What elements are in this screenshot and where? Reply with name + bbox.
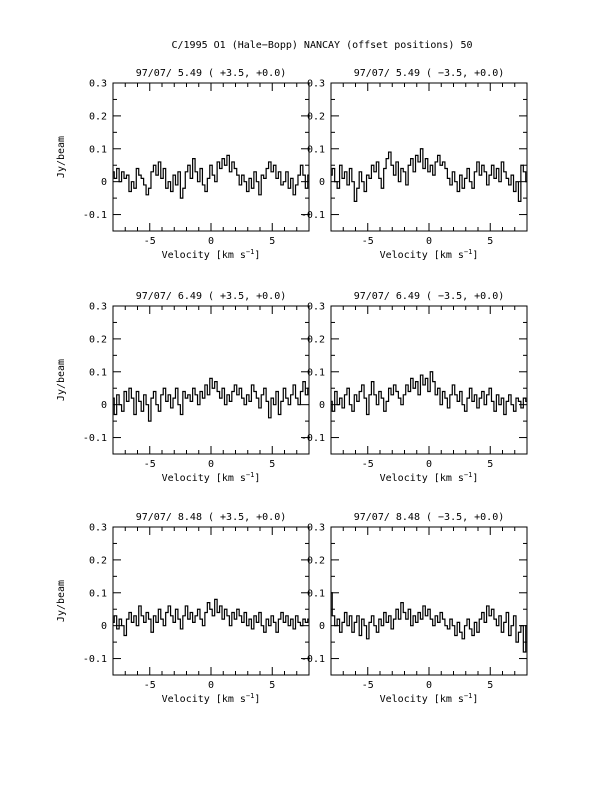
y-axis-label: Jy/beam — [56, 136, 67, 178]
y-axis-label: Jy/beam — [56, 580, 67, 622]
x-tick-label: 0 — [426, 459, 432, 470]
x-tick-label: 5 — [269, 680, 275, 691]
plot-frame — [330, 305, 528, 455]
x-tick-label: 5 — [487, 680, 493, 691]
y-tick-label: 0.2 — [89, 111, 107, 122]
spectrum-panel: 97/07/ 6.49 ( −3.5, +0.0) -5 0 5 -0.1 0 0.1 0.2… — [301, 291, 528, 484]
x-tick-label: -5 — [144, 459, 156, 470]
x-tick-label: 0 — [426, 236, 432, 247]
plot-frame — [112, 305, 310, 455]
y-tick-label: 0 — [319, 177, 325, 188]
spectrum-trace — [113, 377, 309, 422]
y-tick-label: -0.1 — [301, 433, 325, 444]
x-tick-label: -5 — [362, 236, 374, 247]
panel-title: 97/07/ 8.48 ( +3.5, +0.0) — [136, 512, 287, 523]
plot-frame — [112, 526, 310, 676]
spectrum-trace — [331, 592, 527, 653]
y-axis-label: Jy/beam — [56, 359, 67, 401]
x-tick-label: 0 — [426, 680, 432, 691]
y-tick-label: -0.1 — [83, 433, 107, 444]
y-tick-label: 0 — [319, 621, 325, 632]
spectrum-trace — [113, 154, 309, 199]
x-axis-label: Velocity [km s−1] — [380, 248, 479, 261]
y-tick-label: -0.1 — [301, 654, 325, 665]
y-tick-label: 0.3 — [307, 523, 325, 534]
y-tick-label: 0.3 — [89, 523, 107, 534]
y-tick-label: 0.1 — [89, 588, 107, 599]
panel-title: 97/07/ 6.49 ( +3.5, +0.0) — [136, 291, 287, 302]
y-tick-label: 0.2 — [307, 111, 325, 122]
page-title: C/1995 O1 (Hale−Bopp) NANCAY (offset pos… — [171, 40, 472, 51]
y-tick-label: 0 — [319, 400, 325, 411]
panel-title: 97/07/ 5.49 ( +3.5, +0.0) — [136, 68, 287, 79]
y-tick-label: 0.2 — [307, 334, 325, 345]
x-tick-label: 5 — [487, 236, 493, 247]
y-tick-label: 0.1 — [307, 367, 325, 378]
panel-title: 97/07/ 6.49 ( −3.5, +0.0) — [354, 291, 505, 302]
spectrum-panel: 97/07/ 6.49 ( +3.5, +0.0) -5 0 5 -0.1 0 0.1 0.2… — [56, 291, 310, 484]
x-tick-label: 5 — [269, 236, 275, 247]
x-tick-label: 0 — [208, 459, 214, 470]
x-tick-label: 5 — [269, 459, 275, 470]
x-tick-label: -5 — [362, 680, 374, 691]
x-axis-label: Velocity [km s−1] — [380, 471, 479, 484]
y-tick-label: 0 — [101, 177, 107, 188]
x-axis-label: Velocity [km s−1] — [162, 471, 261, 484]
y-tick-label: 0.3 — [307, 79, 325, 90]
plot-frame — [330, 82, 528, 232]
x-tick-label: 0 — [208, 236, 214, 247]
spectrum-panel: 97/07/ 8.48 ( +3.5, +0.0) -5 0 5 -0.1 0 0.1 0.2… — [56, 512, 310, 705]
y-tick-label: -0.1 — [83, 654, 107, 665]
y-tick-label: 0.2 — [307, 555, 325, 566]
plot-frame — [112, 82, 310, 232]
spectrum-trace — [331, 371, 527, 416]
x-axis-label: Velocity [km s−1] — [162, 692, 261, 705]
y-tick-label: 0.1 — [89, 367, 107, 378]
panel-title: 97/07/ 5.49 ( −3.5, +0.0) — [354, 68, 505, 79]
x-axis-label: Velocity [km s−1] — [380, 692, 479, 705]
x-axis-label: Velocity [km s−1] — [162, 248, 261, 261]
spectrum-panel: 97/07/ 5.49 ( −3.5, +0.0) -5 0 5 -0.1 0 0.1 0.2… — [301, 68, 528, 261]
y-tick-label: 0.3 — [89, 302, 107, 313]
y-tick-label: 0 — [101, 400, 107, 411]
spectrum-trace — [113, 598, 309, 637]
spectrum-panel: 97/07/ 8.48 ( −3.5, +0.0) -5 0 5 -0.1 0 0.1 0.2… — [301, 512, 528, 705]
x-tick-label: 5 — [487, 459, 493, 470]
y-tick-label: 0.1 — [307, 588, 325, 599]
y-tick-label: 0.3 — [89, 79, 107, 90]
spectrum-panel: 97/07/ 5.49 ( +3.5, +0.0) -5 0 5 -0.1 0 0.1 0.2… — [56, 68, 310, 261]
y-tick-label: 0.3 — [307, 302, 325, 313]
x-tick-label: -5 — [144, 680, 156, 691]
panel-title: 97/07/ 8.48 ( −3.5, +0.0) — [354, 512, 505, 523]
spectrum-trace — [331, 148, 527, 202]
y-tick-label: 0.2 — [89, 555, 107, 566]
y-tick-label: 0.1 — [307, 144, 325, 155]
x-tick-label: 0 — [208, 680, 214, 691]
x-tick-label: -5 — [144, 236, 156, 247]
y-tick-label: -0.1 — [83, 210, 107, 221]
y-tick-label: 0.2 — [89, 334, 107, 345]
x-tick-label: -5 — [362, 459, 374, 470]
plot-frame — [330, 526, 528, 676]
y-tick-label: 0 — [101, 621, 107, 632]
y-tick-label: -0.1 — [301, 210, 325, 221]
y-tick-label: 0.1 — [89, 144, 107, 155]
